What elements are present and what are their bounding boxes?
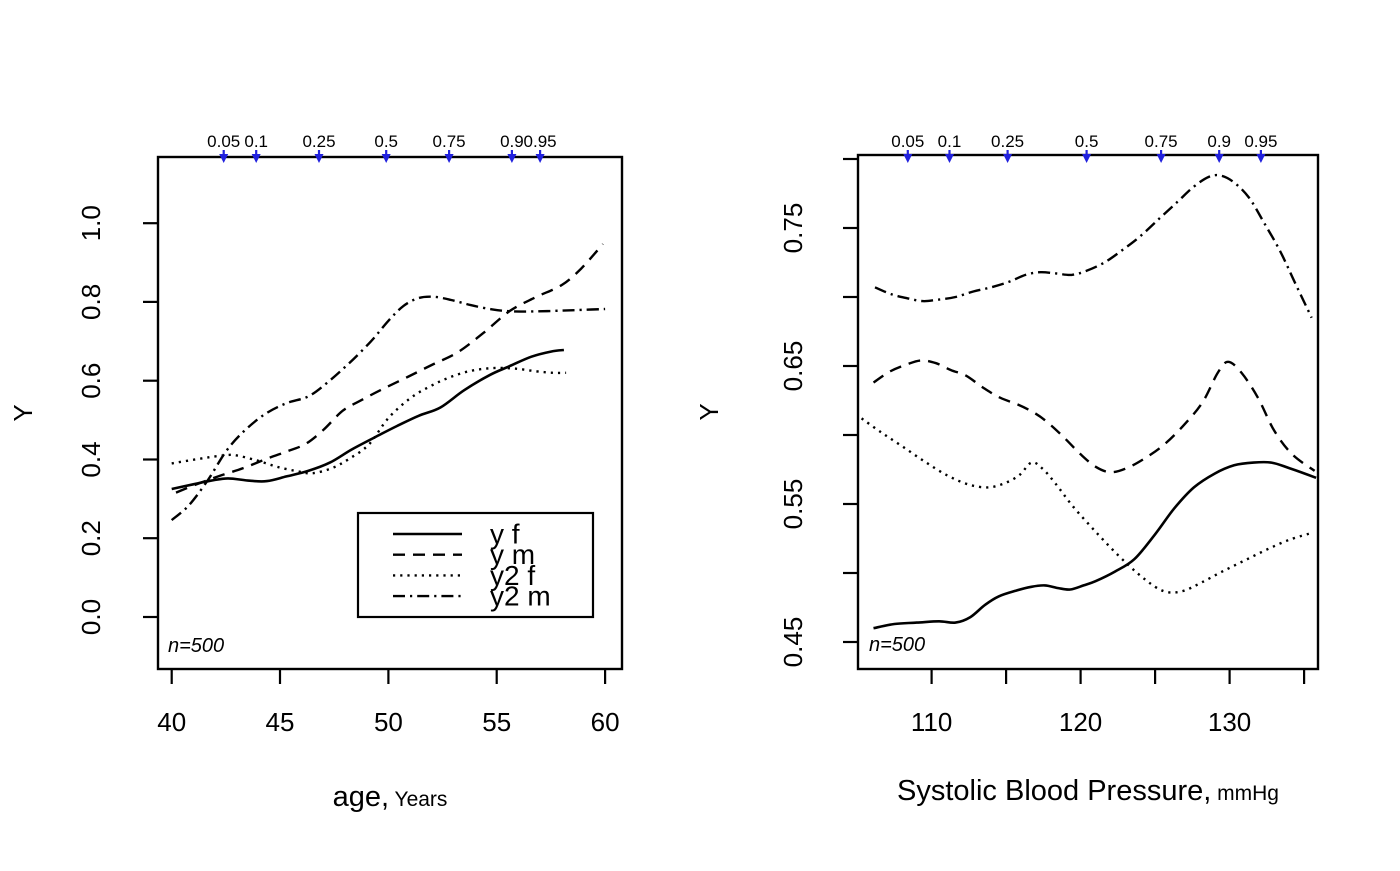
age-panel-x-tick-label: 40 <box>157 707 186 737</box>
age-panel-quantile-label: 0.25 <box>302 132 335 151</box>
age-panel-quantile-label: 0.75 <box>433 132 466 151</box>
sbp-panel-x-tick-label: 120 <box>1059 707 1102 737</box>
age-panel-y-axis-title: Y <box>8 404 38 421</box>
sbp-panel-x-axis-title: Systolic Blood Pressure, mmHg <box>897 775 1279 807</box>
age-panel-x-tick-label: 45 <box>266 707 295 737</box>
sbp-panel-quantile-label: 0.5 <box>1075 132 1099 151</box>
age-panel-quantile-arrow-icon <box>251 154 261 163</box>
sbp-panel-curve-y2-m <box>874 173 1313 319</box>
sbp-panel-y-tick-label: 0.45 <box>778 617 808 668</box>
sbp-panel-curve-y-m <box>872 359 1316 474</box>
legend-label-y2-m: y2 m <box>490 581 551 612</box>
age-panel-quantile-arrow-icon <box>314 154 324 163</box>
age-panel-y-tick-label: 0.4 <box>76 441 106 477</box>
sbp-panel-quantile-label: 0.9 <box>1207 132 1231 151</box>
legend-label-y2-f: y2 f <box>490 560 535 591</box>
age-panel-curve-y2-m <box>170 295 606 522</box>
sbp-panel-x-tick-label: 130 <box>1208 707 1251 737</box>
age-panel-x-axis-title-unit: Years <box>389 788 447 811</box>
sbp-panel-quantile-arrow-icon <box>1256 154 1266 163</box>
sbp-panel-quantile-arrow-icon <box>1003 154 1013 163</box>
sbp-panel-y-tick-label: 0.55 <box>778 479 808 530</box>
sbp-panel-y-tick-label: 0.75 <box>778 203 808 254</box>
age-panel-y-tick-label: 0.2 <box>76 520 106 556</box>
age-panel-quantile-arrow-icon <box>219 154 229 163</box>
sbp-panel-quantile-arrow-icon <box>903 154 913 163</box>
sbp-panel-x-axis-title-main: Systolic Blood Pressure, <box>897 775 1211 807</box>
legend-label-y-f: y f <box>490 519 520 550</box>
age-panel-curve-y-f <box>171 348 565 491</box>
sbp-panel-quantile-arrow-icon <box>945 154 954 163</box>
age-panel-y-tick-label: 1.0 <box>76 205 106 241</box>
age-panel-x-tick-label: 55 <box>482 707 511 737</box>
sbp-panel-y-axis-title: Y <box>694 403 724 420</box>
legend-label-y-m: y m <box>490 539 535 570</box>
age-panel-x-axis-title: age, Years <box>333 781 448 813</box>
age-panel-quantile-label: 0.95 <box>524 132 557 151</box>
age-panel-quantile-arrow-icon <box>444 154 454 163</box>
age-panel-quantile-arrow-icon <box>381 154 391 163</box>
legend-box <box>356 511 595 619</box>
sbp-panel-quantile-label: 0.1 <box>938 132 962 151</box>
age-panel-legend: y fy my2 fy2 m <box>356 511 595 619</box>
age-panel-quantile-label: 0.9 <box>500 132 524 151</box>
sbp-panel-quantile-label: 0.05 <box>891 132 924 151</box>
sbp-panel-frame <box>856 153 1320 671</box>
age-panel-quantile-label: 0.1 <box>244 132 268 151</box>
sbp-panel-y-tick-label: 0.65 <box>778 341 808 392</box>
age-panel-sample-size-annotation: n=500 <box>168 635 224 657</box>
age-panel-y-tick-label: 0.6 <box>76 363 106 399</box>
age-panel: 40 45 50 55 60 0.0 0.2 0.4 0.6 0.8 1.0 0.05 0.1 0.25 0… <box>8 132 624 813</box>
age-panel-x-tick-label: 60 <box>591 707 620 737</box>
age-panel-frame <box>156 155 624 671</box>
age-panel-quantile-arrow-icon <box>535 154 545 163</box>
sbp-panel-x-tick-label: 110 <box>911 707 952 737</box>
age-panel-x-axis-title-main: age, <box>333 781 389 813</box>
age-panel-quantile-arrow-icon <box>507 154 517 163</box>
age-panel-quantile-label: 0.05 <box>207 132 240 151</box>
age-panel-y-tick-label: 0.0 <box>76 599 106 635</box>
sbp-panel-quantile-label: 0.95 <box>1244 132 1277 151</box>
age-panel-curve-y2-f <box>171 366 567 475</box>
age-panel-curve-y-m <box>175 243 604 494</box>
sbp-panel-x-axis-title-unit: mmHg <box>1211 782 1279 805</box>
age-panel-y-tick-label: 0.8 <box>76 284 106 320</box>
sbp-panel-curve-y2-f <box>860 417 1312 594</box>
sbp-panel-sample-size-annotation: n=500 <box>869 634 925 656</box>
sbp-panel: 110 120 130 0.45 0.55 0.65 0.75 0.05 0.1 0.25 0.5 0… <box>694 132 1320 807</box>
sbp-panel-quantile-label: 0.75 <box>1145 132 1178 151</box>
sbp-panel-quantile-arrow-icon <box>1156 154 1166 163</box>
age-panel-quantile-label: 0.5 <box>374 132 398 151</box>
sbp-panel-quantile-arrow-icon <box>1214 154 1224 163</box>
sbp-panel-curve-y-f <box>873 460 1317 630</box>
age-panel-x-tick-label: 50 <box>374 707 403 737</box>
sbp-panel-quantile-arrow-icon <box>1082 154 1092 163</box>
sbp-panel-quantile-label: 0.25 <box>991 132 1024 151</box>
